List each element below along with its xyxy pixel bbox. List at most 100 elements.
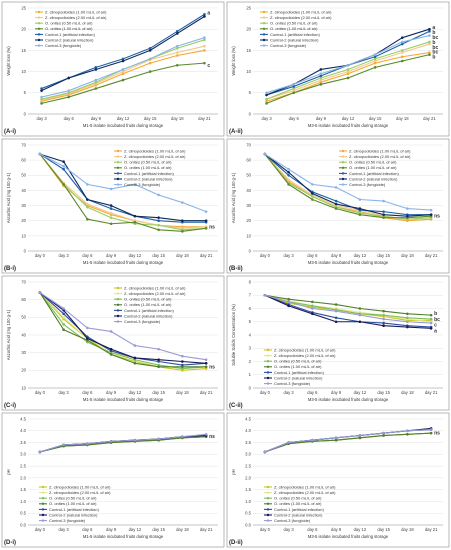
y-tick-label: 5 bbox=[249, 90, 252, 95]
y-axis-title: Weight loss (%) bbox=[231, 46, 236, 76]
data-point bbox=[109, 440, 113, 443]
series-line bbox=[39, 292, 207, 370]
data-point bbox=[334, 436, 338, 440]
x-tick-label: day 21 bbox=[425, 253, 438, 258]
data-point bbox=[346, 76, 350, 80]
y-axis-title: Ascorbic Acid (mg 100 g-1) bbox=[6, 309, 11, 360]
legend-marker bbox=[116, 155, 120, 158]
y-tick-label: 1.5 bbox=[20, 487, 26, 492]
data-point bbox=[263, 450, 267, 454]
data-point bbox=[133, 220, 137, 224]
data-point bbox=[157, 216, 160, 219]
legend-marker bbox=[341, 149, 345, 153]
panel-label: (D-ii) bbox=[229, 540, 243, 546]
x-tick-label: day 3 bbox=[59, 527, 70, 532]
legend-label: O. onites (1.00 mL/L of air) bbox=[270, 26, 318, 31]
x-tick-label: day 3 bbox=[284, 390, 295, 395]
data-point bbox=[406, 320, 409, 324]
panel-frame bbox=[1, 412, 225, 548]
data-point bbox=[38, 291, 42, 294]
legend-label: Control-3 (fungicide) bbox=[274, 518, 311, 523]
data-point bbox=[157, 365, 160, 369]
data-point bbox=[109, 204, 113, 207]
panel-frame bbox=[226, 412, 450, 548]
data-point bbox=[334, 303, 338, 306]
data-point bbox=[287, 178, 290, 182]
data-point bbox=[86, 202, 89, 206]
data-point bbox=[358, 320, 362, 324]
data-point bbox=[382, 317, 385, 321]
significance-letter: b bbox=[434, 311, 437, 317]
data-point bbox=[109, 207, 113, 210]
data-point bbox=[311, 300, 314, 304]
data-point bbox=[86, 337, 89, 340]
data-point bbox=[287, 441, 290, 444]
series-line bbox=[39, 153, 207, 222]
x-tick-label: day 18 bbox=[176, 527, 189, 532]
data-point bbox=[38, 152, 42, 156]
data-point bbox=[311, 183, 314, 186]
x-tick-label: day 12 bbox=[354, 527, 367, 532]
data-point bbox=[204, 226, 208, 230]
legend-marker bbox=[341, 183, 345, 186]
x-tick-label: day 15 bbox=[369, 116, 382, 121]
legend-marker bbox=[262, 44, 266, 47]
data-point bbox=[406, 325, 409, 329]
data-point bbox=[334, 199, 338, 203]
x-tick-label: day 18 bbox=[176, 253, 189, 258]
y-tick-label: 50 bbox=[21, 173, 26, 178]
series-line bbox=[264, 294, 432, 323]
data-point bbox=[62, 443, 65, 447]
legend-label: Control-1 (artificial infection) bbox=[270, 32, 320, 37]
data-point bbox=[373, 61, 377, 65]
series-line bbox=[39, 292, 207, 368]
data-point bbox=[406, 316, 409, 320]
panel-frame bbox=[1, 275, 225, 411]
y-tick-label: 2.5 bbox=[245, 464, 251, 469]
data-point bbox=[204, 433, 208, 436]
data-point bbox=[148, 61, 152, 65]
legend-label: O. onites (0.50 mL/L of air) bbox=[49, 496, 97, 501]
x-tick-label: day 3 bbox=[59, 253, 70, 258]
series-line bbox=[264, 294, 432, 316]
legend-marker bbox=[341, 155, 345, 158]
y-tick-label: 10 bbox=[21, 69, 26, 74]
data-point bbox=[373, 55, 377, 59]
legend-label: O. onites (0.50 mL/L of air) bbox=[45, 21, 93, 26]
data-point bbox=[133, 438, 137, 442]
data-point bbox=[334, 202, 338, 206]
y-tick-label: 50 bbox=[21, 315, 26, 320]
legend-label: O. onites (1.00 mL/L of air) bbox=[49, 501, 97, 506]
series-line bbox=[264, 429, 432, 453]
legend-label: Control-3 (fungicide) bbox=[270, 43, 307, 48]
legend-label: Z. clinopodioides (1.00 mL/L of air) bbox=[124, 285, 186, 290]
series-line bbox=[39, 292, 207, 364]
legend-marker bbox=[116, 298, 120, 301]
data-point bbox=[265, 102, 268, 105]
data-point bbox=[334, 186, 338, 189]
y-tick-label: 0.0 bbox=[245, 522, 251, 527]
data-point bbox=[319, 76, 323, 80]
significance-letter: bc bbox=[432, 45, 438, 51]
data-point bbox=[358, 434, 362, 437]
series-line bbox=[264, 294, 432, 324]
data-point bbox=[203, 38, 206, 42]
y-axis-title: Ascorbic Acid (mg 100 g-1) bbox=[6, 172, 11, 223]
x-tick-label: day 21 bbox=[200, 253, 213, 258]
series-line bbox=[264, 153, 432, 217]
legend-label: Control-3 (fungicide) bbox=[124, 319, 161, 324]
data-point bbox=[292, 91, 296, 95]
data-point bbox=[382, 210, 385, 213]
x-tick-label: day 9 bbox=[331, 527, 342, 532]
data-point bbox=[358, 213, 362, 216]
data-point bbox=[109, 216, 113, 219]
data-point bbox=[346, 63, 350, 67]
data-point bbox=[334, 438, 338, 442]
data-point bbox=[175, 32, 179, 35]
legend-label: Z. clinopodioides (1.00 mL/L of air) bbox=[49, 484, 111, 489]
series-line bbox=[264, 294, 432, 328]
y-tick-label: 2.0 bbox=[245, 475, 251, 480]
legend-label: Control-3 (fungicide) bbox=[124, 182, 161, 187]
data-point bbox=[292, 85, 296, 88]
data-point bbox=[287, 183, 290, 186]
